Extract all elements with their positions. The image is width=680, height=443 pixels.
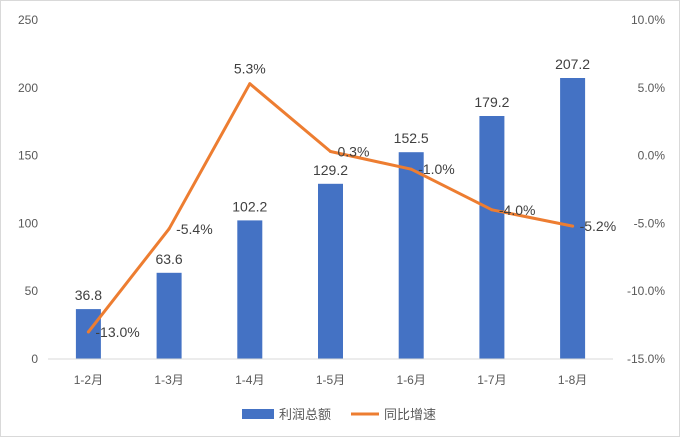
bar-data-label: 152.5 [394,130,429,146]
right-tick-label: -10.0% [627,284,665,298]
legend: 利润总额 同比增速 [242,407,436,422]
bar-1-7月 [479,116,505,359]
x-tick-label: 1-3月 [154,373,183,387]
bar-1-3月 [156,272,182,359]
bar-1-5月 [318,183,343,359]
line-data-label: -5.2% [580,218,617,234]
line-layer [86,82,575,334]
bars-layer [75,78,586,359]
bar-data-label: 36.8 [75,287,102,303]
x-tick-label: 1-7月 [477,373,506,387]
right-tick-label: 5.0% [638,81,666,95]
bar-1-2月 [75,309,101,359]
line-data-label: -13.0% [95,324,139,340]
x-axis-ticks: 1-2月 1-3月 1-4月 1-5月 1-6月 1-7月 1-8月 [74,373,588,387]
left-tick-label: 150 [18,149,38,163]
x-tick-label: 1-6月 [397,373,426,387]
legend-label-bar: 利润总额 [279,407,331,422]
legend-label-line: 同比增速 [384,407,436,422]
left-tick-label: 0 [31,352,38,366]
bar-data-label: 129.2 [313,162,348,178]
line-point-1-8月 [571,224,575,228]
right-tick-label: 10.0% [631,13,665,27]
right-tick-label: -15.0% [627,352,665,366]
right-tick-label: 0.0% [638,149,666,163]
line-point-1-5月 [329,150,332,153]
left-tick-label: 100 [18,216,38,230]
bar-data-label: 179.2 [474,94,509,110]
left-tick-label: 250 [18,13,38,27]
labels-layer: 36.8 63.6 102.2 129.2 152.5 179.2 207.2 -13.0% -… [75,56,616,340]
bar-1-8月 [560,78,586,359]
line-point-1-4月 [248,82,252,86]
line-data-label: 0.3% [338,144,370,160]
right-axis-ticks: -15.0% -10.0% -5.0% 0.0% 5.0% 10.0% [627,13,665,366]
line-data-label: -4.0% [499,202,536,218]
left-axis-ticks: 0 50 100 150 200 250 [18,13,38,366]
x-tick-label: 1-2月 [74,373,103,387]
left-tick-label: 200 [18,81,38,95]
bar-data-label: 63.6 [155,251,182,267]
bar-data-label: 102.2 [232,198,267,214]
x-tick-label: 1-5月 [316,373,345,387]
line-point-1-7月 [490,208,494,212]
bar-1-6月 [398,152,424,359]
line-point-1-6月 [409,167,413,171]
line-data-label: 5.3% [234,61,266,77]
bar-1-4月 [237,220,263,359]
left-tick-label: 50 [25,284,39,298]
x-tick-label: 1-4月 [235,373,264,387]
line-point-1-3月 [167,227,171,231]
line-data-label: -1.0% [418,161,455,177]
line-data-label: -5.4% [176,221,213,237]
right-tick-label: -5.0% [634,216,666,230]
legend-swatch-bar [242,409,274,419]
x-tick-label: 1-8月 [558,373,587,387]
bar-data-label: 207.2 [555,56,590,72]
line-point-1-2月 [86,330,90,334]
